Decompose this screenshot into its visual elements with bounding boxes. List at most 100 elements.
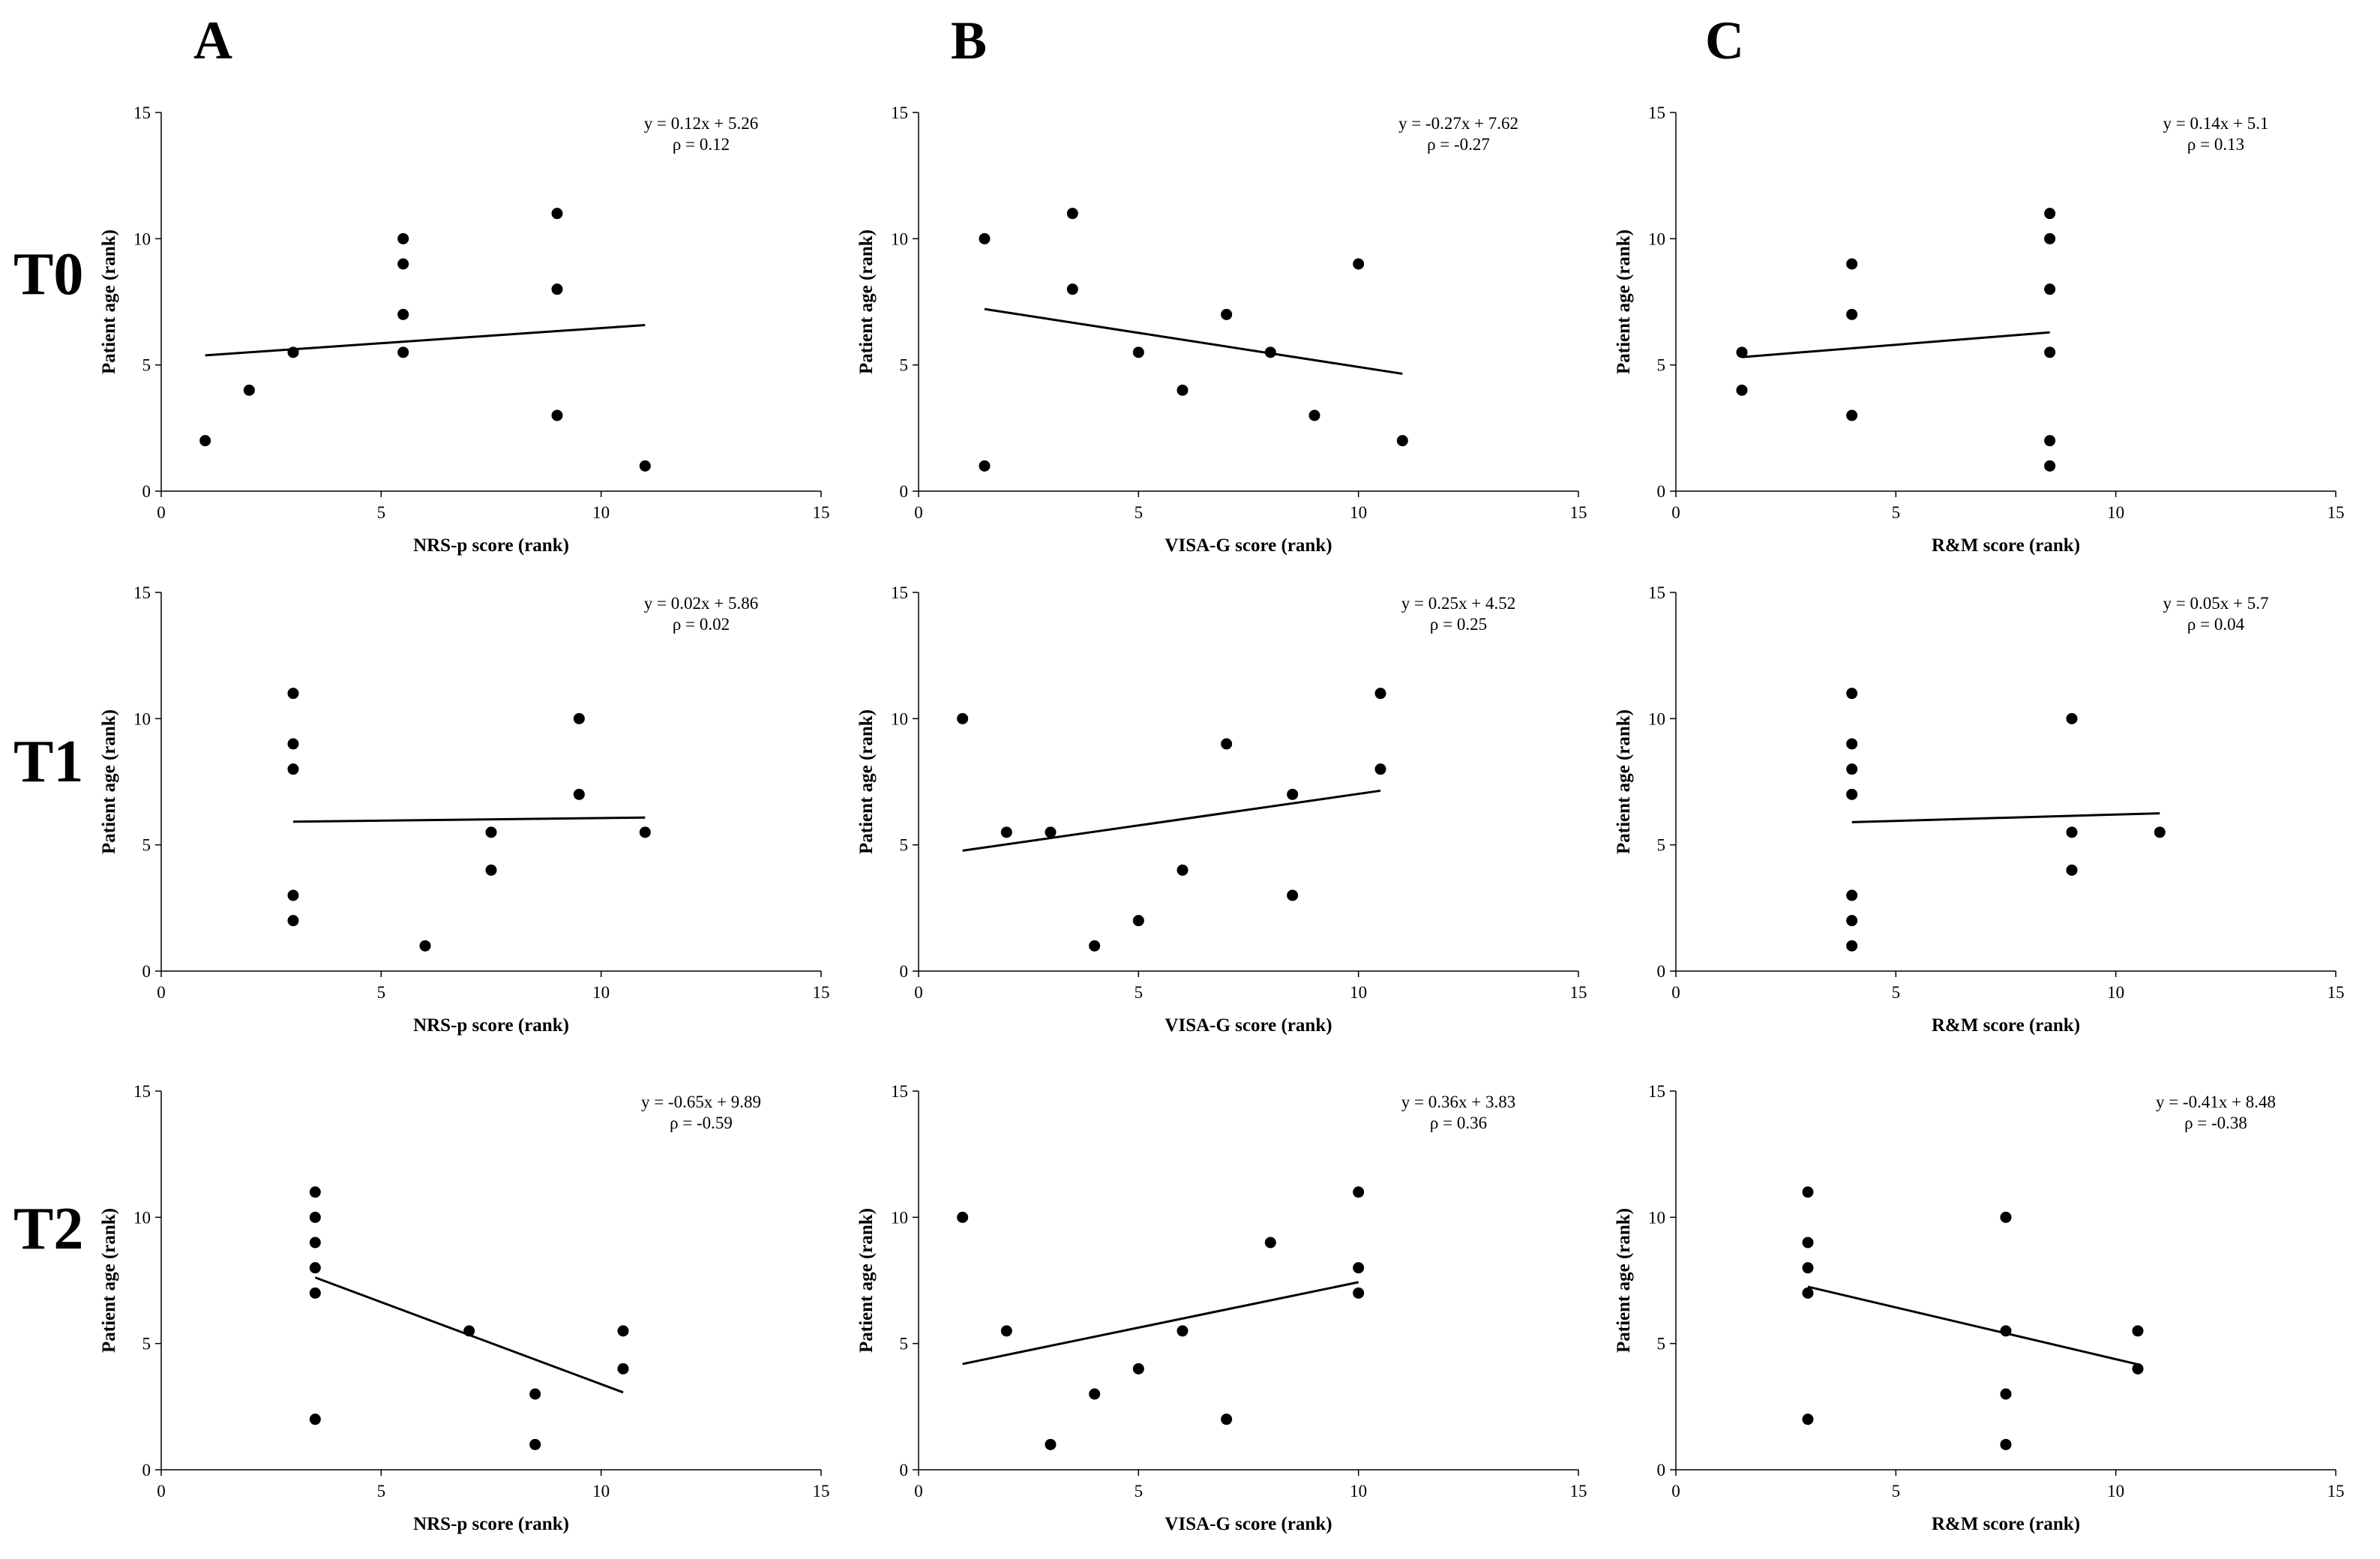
chart-t0-a: 0 5 10 15 0 5 10 15 NRS-p score (rank) Patient ag… [99, 103, 830, 556]
trendline [1741, 331, 2050, 358]
equation-label: y = -0.27x + 7.62 [1398, 114, 1518, 133]
x-tick-label: 0 [914, 1482, 923, 1501]
data-point [1264, 346, 1276, 358]
y-axis-label: Patient age (rank) [1614, 1208, 1634, 1353]
rho-label: ρ = 0.36 [1430, 1114, 1487, 1132]
x-tick-label: 15 [2328, 503, 2345, 522]
data-point [617, 1325, 629, 1337]
data-point [397, 232, 409, 244]
data-point [1846, 889, 1858, 901]
data-point [287, 688, 299, 700]
data-point [287, 738, 299, 750]
y-tick-label: 0 [142, 482, 151, 501]
data-point [1287, 788, 1299, 800]
y-tick-label: 5 [900, 1335, 909, 1354]
x-tick-label: 0 [1671, 503, 1680, 522]
data-point [1802, 1186, 1814, 1198]
data-point [551, 283, 563, 295]
x-axis-label: R&M score (rank) [1932, 1514, 2080, 1534]
data-point [979, 460, 991, 472]
data-point [309, 1287, 321, 1299]
data-point [1089, 940, 1101, 952]
y-axis-label: Patient age (rank) [1614, 709, 1634, 854]
data-point [551, 409, 563, 421]
data-point [2066, 712, 2078, 724]
data-point [1132, 1363, 1144, 1375]
trendline [1851, 812, 2160, 823]
data-point [2044, 283, 2056, 295]
rho-label: ρ = 0.25 [1430, 615, 1487, 634]
data-point [1066, 283, 1078, 295]
data-point [1802, 1414, 1814, 1426]
data-point [639, 826, 651, 838]
data-point [2044, 435, 2056, 447]
rho-label: ρ = -0.59 [670, 1114, 733, 1132]
y-axis-label: Patient age (rank) [856, 229, 877, 374]
data-point [243, 384, 255, 396]
x-tick-label: 15 [813, 1482, 830, 1501]
rho-label: ρ = 0.02 [673, 615, 730, 634]
x-tick-label: 15 [2328, 1482, 2345, 1501]
data-point [1846, 788, 1858, 800]
trendline [205, 323, 646, 357]
x-axis-label: NRS-p score (rank) [413, 1514, 569, 1534]
x-axis-label: VISA-G score (rank) [1165, 535, 1332, 556]
data-point [1846, 738, 1858, 750]
data-point [1308, 409, 1320, 421]
data-point [485, 826, 497, 838]
equation-label: y = 0.05x + 5.7 [2163, 594, 2269, 613]
chart-t1-c: 0 5 10 15 0 5 10 15 R&M score (rank) Patient age … [1614, 583, 2345, 1036]
y-tick-label: 15 [1648, 583, 1665, 602]
data-point [1045, 826, 1057, 838]
data-point [1089, 1388, 1101, 1400]
trendline [292, 816, 646, 823]
data-point [2066, 826, 2078, 838]
data-point [2000, 1211, 2012, 1223]
y-tick-label: 0 [142, 962, 151, 981]
data-point [1736, 384, 1748, 396]
x-tick-label: 15 [813, 983, 830, 1002]
x-tick-label: 10 [592, 503, 610, 522]
data-point [1353, 1186, 1365, 1198]
rho-label: ρ = 0.13 [2187, 135, 2244, 154]
data-point [419, 940, 431, 952]
x-tick-label: 10 [2107, 983, 2124, 1002]
rho-label: ρ = -0.27 [1427, 135, 1490, 154]
data-point [1066, 208, 1078, 220]
data-point [1846, 915, 1858, 927]
y-tick-label: 10 [1648, 709, 1665, 728]
chart-t1-a: 0 5 10 15 0 5 10 15 NRS-p score (rank) Patient ag… [99, 583, 830, 1036]
x-tick-label: 5 [1892, 983, 1901, 1002]
data-point [1846, 409, 1858, 421]
data-point [573, 712, 585, 724]
column-labels: A B C [193, 10, 1744, 70]
equation-label: y = 0.25x + 4.52 [1401, 594, 1515, 613]
data-point [1846, 940, 1858, 952]
x-tick-label: 5 [1135, 983, 1144, 1002]
chart-t0-c: 0 5 10 15 0 5 10 15 R&M score (rank) Patient age … [1614, 103, 2345, 556]
y-tick-label: 5 [1657, 356, 1666, 375]
data-point [1000, 1325, 1012, 1337]
y-tick-label: 0 [900, 962, 909, 981]
trendline [962, 789, 1381, 852]
rho-label: ρ = 0.12 [673, 135, 730, 154]
y-tick-label: 15 [1648, 103, 1665, 122]
x-tick-label: 0 [1671, 983, 1680, 1002]
data-point [1221, 738, 1233, 750]
y-tick-label: 10 [133, 229, 151, 248]
x-tick-label: 5 [377, 503, 386, 522]
data-point [1396, 435, 1408, 447]
x-axis-label: VISA-G score (rank) [1165, 1015, 1332, 1036]
x-tick-label: 15 [1570, 1482, 1587, 1501]
data-point [2044, 460, 2056, 472]
data-point [1132, 915, 1144, 927]
data-point [309, 1414, 321, 1426]
y-tick-label: 10 [891, 1208, 908, 1227]
y-tick-label: 10 [1648, 1208, 1665, 1227]
chart-t2-b: 0 5 10 15 0 5 10 15 VISA-G score (rank) Patient a… [856, 1082, 1587, 1534]
trendline [1807, 1285, 2139, 1366]
trendline [962, 1281, 1359, 1366]
data-point [1177, 864, 1189, 876]
data-point [397, 258, 409, 270]
